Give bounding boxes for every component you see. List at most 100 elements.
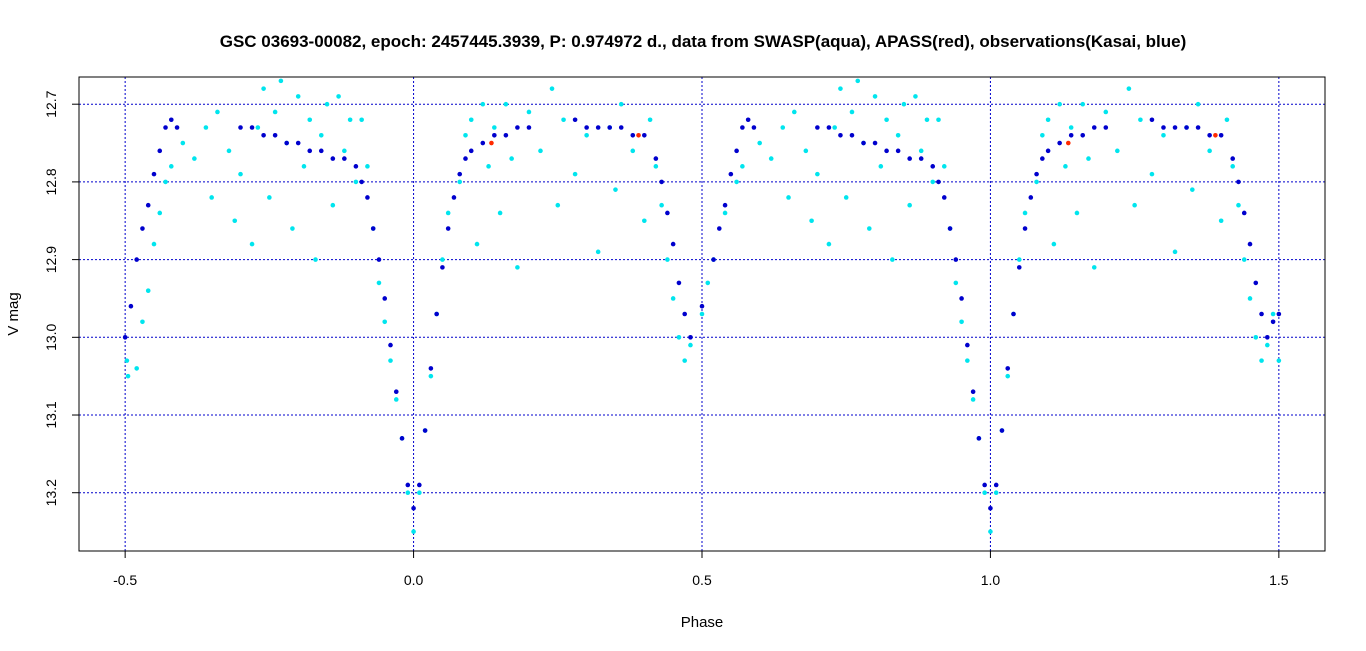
data-point [722,202,728,208]
data-point [1241,257,1247,262]
data-point [405,490,411,496]
data-point [1080,101,1086,107]
data-point [953,257,959,262]
data-point [907,202,912,208]
data-point [584,125,589,130]
data-point [526,109,532,115]
data-point [826,125,832,130]
data-point [982,482,987,488]
data-point [676,335,682,340]
data-point [618,101,624,107]
data-point [180,140,186,146]
data-point [324,101,330,107]
data-point [561,117,566,123]
data-point [838,132,843,138]
data-point [1149,171,1155,177]
data-point [157,210,163,216]
data-point [238,125,243,130]
data-point [699,311,705,317]
x-tick-label: 1.5 [1269,572,1289,588]
data-point [1080,132,1086,138]
y-tick-label: 13.0 [43,323,59,350]
data-point [930,164,936,169]
data-point [353,164,359,169]
data-point [434,311,439,317]
data-point [970,389,976,395]
data-point [1005,366,1011,371]
data-point [318,132,324,138]
data-point [1091,265,1097,270]
data-point [1005,373,1011,379]
data-point [1138,117,1143,123]
data-point [376,280,382,286]
data-point [382,319,388,325]
y-tick-label: 12.7 [43,90,59,117]
data-point [965,342,970,348]
data-point [457,179,463,185]
data-point [393,397,399,402]
data-point [388,358,393,363]
data-point [163,179,168,185]
data-point [492,132,497,138]
data-point [267,195,272,200]
data-point [284,140,289,146]
data-point [1213,132,1218,138]
data-point [1086,156,1091,161]
data-point [468,148,474,154]
data-point [1230,156,1236,161]
data-point [705,280,711,286]
data-point [411,529,416,534]
data-point [757,140,762,146]
data-point [157,148,163,154]
data-point [463,156,468,161]
data-point [151,171,157,177]
data-point [895,132,901,138]
data-point [636,132,641,138]
data-point [440,257,445,262]
data-point [422,428,428,433]
data-point [734,179,739,185]
data-point [124,358,130,363]
data-point [1149,117,1155,123]
data-point [630,148,636,154]
data-point [993,482,999,488]
data-point [1040,156,1045,161]
data-point [515,125,520,130]
data-point [682,311,687,317]
data-point [474,241,480,247]
data-point [826,241,832,247]
data-point [1068,132,1074,138]
data-point [272,132,278,138]
data-point [953,280,959,286]
data-point [768,156,774,161]
data-point [503,132,509,138]
data-point [642,218,647,224]
data-point [445,226,451,231]
data-point [970,397,976,402]
data-point [1103,109,1109,115]
data-point [1103,125,1109,130]
data-point [1016,265,1022,270]
data-point [301,164,307,169]
data-point [307,117,313,123]
data-point [417,482,422,488]
data-point [941,195,947,200]
data-point [192,156,197,161]
y-tick-label: 13.2 [43,479,59,506]
data-point [982,490,987,496]
data-point [1247,296,1253,301]
data-point [549,86,555,91]
data-point [901,101,907,107]
data-point [203,125,209,130]
data-point [959,296,964,301]
data-point [947,226,953,231]
data-point [1276,311,1282,317]
data-point [595,249,601,255]
data-point [140,319,145,325]
data-point [515,265,520,270]
data-point [647,117,653,123]
data-point [1247,241,1253,247]
data-point [1011,311,1016,317]
data-point [122,335,128,340]
data-point [492,125,497,130]
